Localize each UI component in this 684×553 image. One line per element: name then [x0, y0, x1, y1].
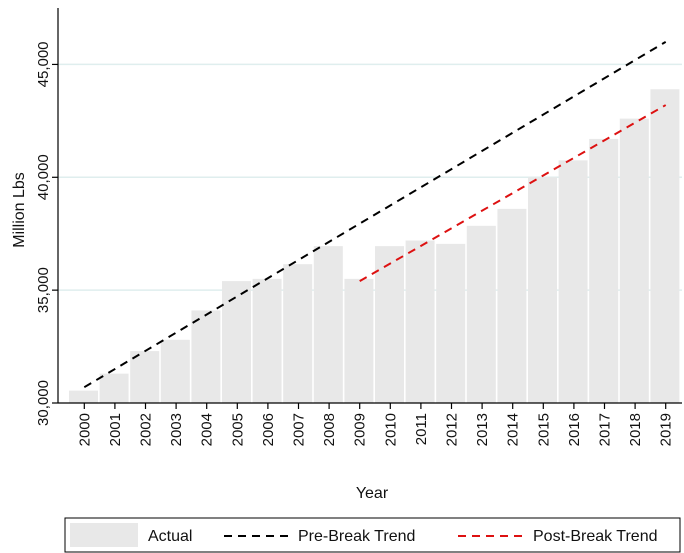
bar: [313, 246, 343, 403]
bar: [650, 89, 680, 403]
x-tick-label: 2013: [474, 413, 491, 446]
post-break-trend-line: [359, 104, 667, 282]
bars: [69, 89, 680, 403]
pre-break-trend-line: [83, 40, 667, 389]
bar: [375, 246, 404, 403]
legend-label-post-break: Post-Break Trend: [533, 528, 658, 545]
bar: [252, 278, 282, 403]
legend-label-pre-break: Pre-Break Trend: [298, 528, 415, 545]
bar: [589, 138, 619, 403]
x-tick-label: 2005: [229, 413, 246, 446]
x-tick-label: 2009: [352, 413, 369, 446]
y-tick-label: 40,000: [35, 154, 52, 200]
x-tick-label: 2003: [168, 413, 185, 446]
y-tick-label: 35,000: [35, 267, 52, 313]
bar: [466, 225, 496, 403]
bar: [222, 281, 251, 403]
x-tick-label: 2000: [76, 413, 93, 446]
legend-box: [64, 517, 681, 553]
x-tick-label: 2006: [260, 413, 277, 446]
legend-swatch-actual: [70, 523, 138, 547]
x-tick-label: 2019: [658, 413, 675, 446]
bar: [405, 240, 435, 403]
legend: Actual Pre-Break Trend Post-Break Trend: [64, 517, 681, 553]
x-tick-label: 2014: [505, 413, 522, 446]
x-tick-label: 2012: [444, 413, 461, 446]
trend-lines: [83, 40, 667, 389]
x-tick-label: 2018: [627, 413, 644, 446]
x-tick-label: 2011: [413, 413, 430, 445]
bar: [558, 160, 588, 403]
x-tick-label: 2015: [535, 413, 552, 446]
bar: [436, 243, 466, 403]
tick-labels: 30,000 35,000 40,000 45,000 2000 2001 2002 2003…: [35, 41, 675, 446]
y-tick-label: 30,000: [35, 380, 52, 426]
x-axis-title: Year: [356, 485, 389, 502]
bar: [130, 351, 160, 403]
grid-lines: [58, 63, 682, 291]
bar: [99, 373, 129, 403]
x-tick-label: 2004: [199, 413, 216, 446]
bar: [497, 208, 527, 403]
y-tick-label: 45,000: [35, 41, 52, 87]
bar: [160, 339, 190, 403]
bar: [283, 264, 313, 403]
x-tick-label: 2010: [382, 413, 399, 446]
axes: [57, 8, 682, 404]
bar: [191, 310, 221, 403]
x-tick-label: 2002: [138, 413, 155, 446]
y-axis-title: Million Lbs: [11, 172, 28, 248]
bar: [528, 177, 557, 403]
x-tick-label: 2007: [291, 413, 308, 446]
bar: [344, 278, 374, 403]
x-tick-label: 2001: [107, 413, 124, 446]
bar: [619, 118, 649, 403]
bar: [69, 390, 98, 403]
legend-label-actual: Actual: [148, 528, 192, 545]
x-tick-label: 2008: [321, 413, 338, 446]
x-tick-label: 2017: [597, 413, 614, 446]
x-tick-label: 2016: [566, 413, 583, 446]
